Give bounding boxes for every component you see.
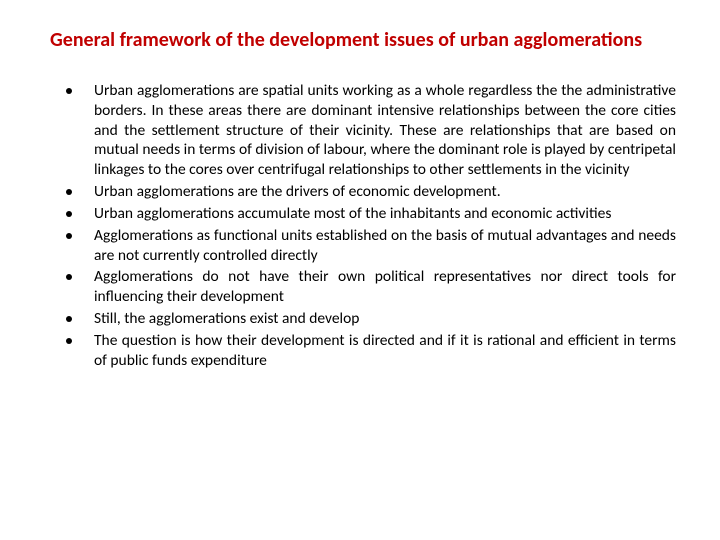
list-item: Agglomerations as functional units estab…: [66, 226, 676, 266]
list-item: Urban agglomerations accumulate most of …: [66, 204, 676, 224]
list-item: The question is how their development is…: [66, 331, 676, 371]
list-item: Urban agglomerations are the drivers of …: [66, 182, 676, 202]
list-item: Still, the agglomerations exist and deve…: [66, 309, 676, 329]
bullet-list: Urban agglomerations are spatial units w…: [44, 81, 676, 371]
list-item: Urban agglomerations are spatial units w…: [66, 81, 676, 180]
list-item: Agglomerations do not have their own pol…: [66, 267, 676, 307]
slide: General framework of the development iss…: [0, 0, 720, 540]
slide-title: General framework of the development iss…: [44, 28, 676, 53]
